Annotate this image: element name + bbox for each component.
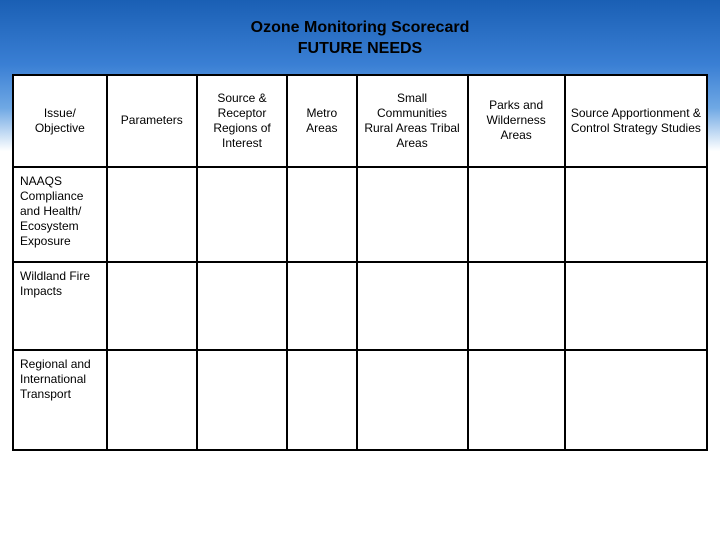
- row-label-regional: Regional and International Transport: [13, 350, 107, 450]
- header-metro-areas: Metro Areas: [287, 75, 356, 167]
- table-row: Wildland Fire Impacts: [13, 262, 707, 350]
- scorecard-table: Issue/ Objective Parameters Source & Rec…: [12, 74, 708, 451]
- table-cell: [287, 350, 356, 450]
- table-wrapper: Issue/ Objective Parameters Source & Rec…: [0, 74, 720, 451]
- header-source-apportionment: Source Apportionment & Control Strategy …: [565, 75, 707, 167]
- table-cell: [468, 262, 565, 350]
- table-cell: [565, 262, 707, 350]
- row-label-naaqs: NAAQS Compliance and Health/ Ecosystem E…: [13, 167, 107, 262]
- header-issue-objective: Issue/ Objective: [13, 75, 107, 167]
- table-cell: [287, 167, 356, 262]
- table-cell: [107, 262, 197, 350]
- table-cell: [197, 262, 287, 350]
- table-row: Regional and International Transport: [13, 350, 707, 450]
- table-cell: [357, 262, 468, 350]
- row-label-wildland: Wildland Fire Impacts: [13, 262, 107, 350]
- table-cell: [107, 167, 197, 262]
- table-cell: [357, 350, 468, 450]
- table-cell: [107, 350, 197, 450]
- title-line-1: Ozone Monitoring Scorecard: [0, 18, 720, 39]
- title-line-2: FUTURE NEEDS: [0, 39, 720, 60]
- table-cell: [197, 167, 287, 262]
- table-cell: [565, 350, 707, 450]
- header-parameters: Parameters: [107, 75, 197, 167]
- header-small-communities: Small Communities Rural Areas Tribal Are…: [357, 75, 468, 167]
- title-area: Ozone Monitoring Scorecard FUTURE NEEDS: [0, 0, 720, 74]
- table-cell: [468, 167, 565, 262]
- table-cell: [468, 350, 565, 450]
- table-cell: [565, 167, 707, 262]
- table-cell: [287, 262, 356, 350]
- table-cell: [197, 350, 287, 450]
- header-row: Issue/ Objective Parameters Source & Rec…: [13, 75, 707, 167]
- header-parks-wilderness: Parks and Wilderness Areas: [468, 75, 565, 167]
- table-row: NAAQS Compliance and Health/ Ecosystem E…: [13, 167, 707, 262]
- table-cell: [357, 167, 468, 262]
- header-source-receptor: Source & Receptor Regions of Interest: [197, 75, 287, 167]
